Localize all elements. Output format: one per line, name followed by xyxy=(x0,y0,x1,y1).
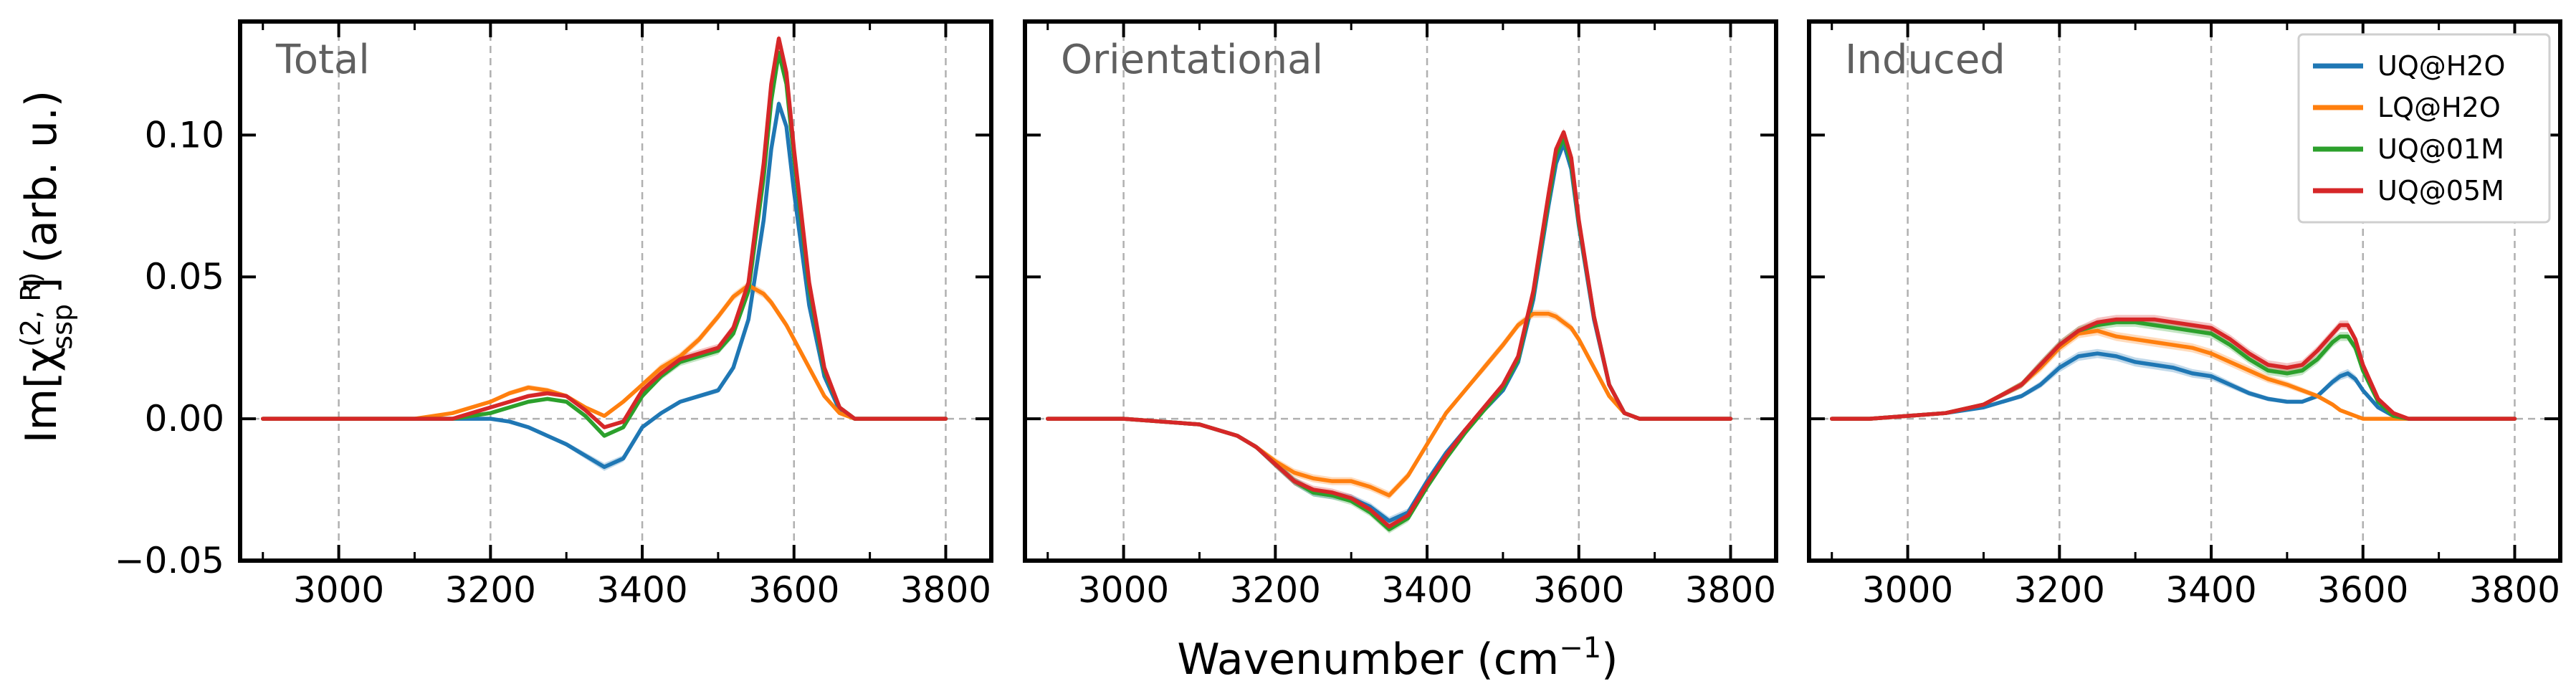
line-uq-01m xyxy=(261,50,948,438)
legend xyxy=(2297,33,2551,224)
band-uq-h2o xyxy=(1831,348,2515,420)
y-tick-label-2: 0.05 xyxy=(145,256,224,298)
x-axis-label-main: Wavenumber (cm xyxy=(1177,634,1559,685)
band-lq-h2o xyxy=(1831,326,2515,420)
band-lq-h2o xyxy=(1047,310,1731,500)
band-uq-05m xyxy=(1047,128,1731,531)
y-axis-label: Im[χ(2, R)ssp ] (arb. u.) xyxy=(15,90,78,443)
panel-orientational: 3000 3200 3400 3600 3800 Orientational xyxy=(1023,19,1778,611)
panel-frame xyxy=(1023,19,1778,563)
x-tick-label-3800: 3800 xyxy=(1685,569,1776,611)
y-tick-label-1: 0.00 xyxy=(145,398,224,439)
x-tick-label-3000: 3000 xyxy=(1862,569,1953,611)
line-lq-h2o xyxy=(1046,311,1733,498)
line-uq-05m xyxy=(261,36,948,429)
legend-label-uq-01m: UQ@01M xyxy=(2377,133,2504,165)
line-lq-h2o xyxy=(261,283,948,421)
legend-label-lq-h2o: LQ@H2O xyxy=(2377,92,2501,123)
panel-frame xyxy=(1807,19,2562,563)
legend-label-uq-h2o: UQ@H2O xyxy=(2377,50,2505,82)
line-uq-05m xyxy=(1046,130,1733,529)
x-tick-label-3400: 3400 xyxy=(596,569,687,611)
x-tick-label-3000: 3000 xyxy=(1078,569,1169,611)
x-axis-label-close: ) xyxy=(1601,634,1618,685)
x-axis-label: Wavenumber (cm−1) xyxy=(1177,632,1618,685)
y-axis-label-sup: (2, R) xyxy=(15,272,47,347)
panel-title: Induced xyxy=(1845,37,2005,83)
x-tick-label-3400: 3400 xyxy=(2165,569,2256,611)
x-tick-label-3200: 3200 xyxy=(2014,569,2105,611)
x-tick-label-3200: 3200 xyxy=(1230,569,1321,611)
x-tick-label-3600: 3600 xyxy=(2317,569,2408,611)
panel-total: 3000 3200 3400 3600 3800 −0.05 0.00 0.05 0.10 Tot… xyxy=(115,19,993,611)
panel-title: Orientational xyxy=(1061,37,1323,83)
line-uq-05m xyxy=(1830,317,2517,421)
line-uq-h2o xyxy=(1046,141,1733,523)
x-tick-label-3200: 3200 xyxy=(445,569,536,611)
line-lq-h2o xyxy=(1830,328,2517,421)
line-uq-01m xyxy=(1046,135,1733,532)
x-axis-label-sup: −1 xyxy=(1559,632,1601,665)
x-tick-label-3800: 3800 xyxy=(2469,569,2560,611)
x-tick-label-3600: 3600 xyxy=(1533,569,1624,611)
y-tick-label-3: 0.10 xyxy=(145,114,224,156)
x-tick-label-3800: 3800 xyxy=(900,569,991,611)
x-tick-label-3000: 3000 xyxy=(293,569,384,611)
line-uq-h2o xyxy=(1830,351,2517,421)
x-tick-label-3400: 3400 xyxy=(1381,569,1472,611)
panel-title: Total xyxy=(275,37,370,83)
band-uq-01m xyxy=(262,48,946,438)
x-tick-label-3600: 3600 xyxy=(748,569,839,611)
band-lq-h2o xyxy=(262,281,946,419)
y-axis-label-prefix: Im[χ xyxy=(16,347,67,443)
band-uq-h2o xyxy=(1047,139,1731,526)
panel-induced: 3000 3200 3400 3600 3800 Induced UQ@H2O LQ@H2O U… xyxy=(1807,19,2562,611)
legend-label-uq-05m: UQ@05M xyxy=(2377,175,2504,206)
band-uq-01m xyxy=(1047,133,1731,534)
y-tick-label-0: −0.05 xyxy=(115,540,224,581)
panel-frame xyxy=(238,19,993,563)
band-uq-05m xyxy=(262,34,946,429)
y-axis-label-sub: ssp xyxy=(47,304,78,350)
y-axis-label-suffix: ] (arb. u.) xyxy=(16,90,67,294)
